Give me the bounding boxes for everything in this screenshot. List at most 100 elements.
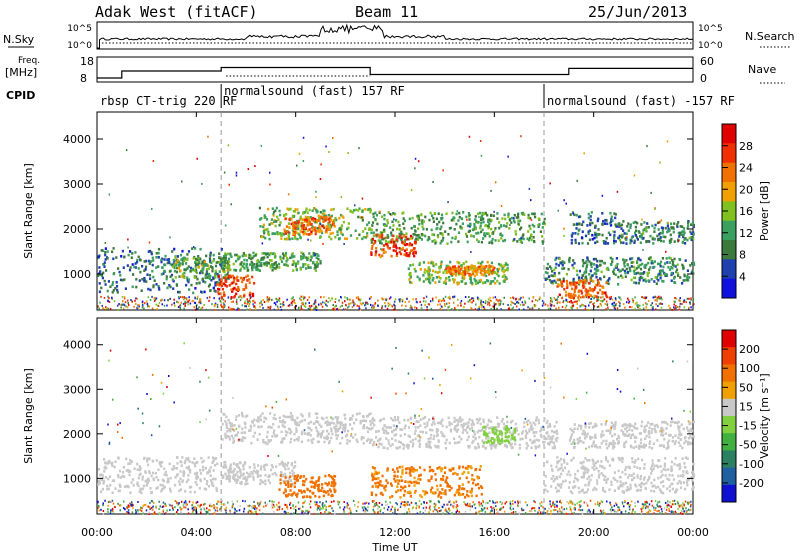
power-cell bbox=[505, 225, 508, 228]
power-cell bbox=[456, 282, 459, 286]
power-speckle bbox=[347, 152, 349, 155]
power-cell bbox=[217, 260, 220, 264]
velocity-speckle bbox=[140, 509, 143, 512]
power-cell bbox=[479, 271, 482, 275]
power-cell bbox=[370, 228, 373, 232]
power-speckle bbox=[482, 301, 485, 304]
power-cell bbox=[274, 261, 278, 264]
power-cell bbox=[358, 207, 361, 210]
power-speckle bbox=[247, 168, 250, 170]
power-cell bbox=[492, 268, 495, 271]
power-speckle bbox=[639, 304, 641, 307]
power-speckle bbox=[359, 302, 362, 305]
power-speckle bbox=[611, 302, 614, 305]
velocity-speckle bbox=[490, 506, 492, 508]
power-cell bbox=[342, 220, 345, 224]
power-cell bbox=[681, 230, 684, 233]
power-speckle bbox=[149, 299, 152, 301]
power-cell bbox=[632, 269, 635, 273]
power-cell bbox=[301, 224, 304, 228]
power-cell bbox=[248, 256, 251, 260]
velocity-speckle bbox=[686, 501, 689, 504]
power-speckle bbox=[315, 190, 317, 193]
velocity-speckle bbox=[554, 506, 556, 509]
power-cell bbox=[433, 212, 437, 215]
power-cell bbox=[318, 230, 321, 234]
power-speckle bbox=[123, 304, 126, 307]
velocity-speckle bbox=[362, 509, 365, 512]
power-cell bbox=[310, 223, 313, 226]
power-cell bbox=[283, 237, 286, 241]
power-cell bbox=[599, 263, 602, 267]
power-speckle bbox=[197, 307, 199, 310]
power-speckle bbox=[167, 299, 169, 302]
velocity-cell bbox=[145, 484, 148, 487]
velocity-cell bbox=[125, 469, 128, 472]
power-speckle bbox=[189, 302, 192, 305]
power-cell bbox=[666, 230, 669, 234]
velocity-cell bbox=[180, 460, 183, 464]
power-speckle bbox=[406, 298, 408, 300]
power-cell bbox=[107, 280, 110, 283]
power-cell bbox=[276, 232, 279, 236]
power-cell bbox=[143, 269, 146, 272]
power-speckle bbox=[246, 302, 248, 305]
power-cell bbox=[410, 226, 413, 230]
velocity-cell bbox=[174, 483, 177, 487]
power-cell bbox=[623, 264, 626, 268]
power-cell bbox=[155, 252, 158, 255]
power-speckle bbox=[634, 307, 636, 310]
power-cell bbox=[603, 275, 606, 279]
power-cell bbox=[630, 239, 633, 243]
power-cell bbox=[621, 276, 624, 279]
velocity-speckle bbox=[428, 507, 431, 510]
velocity-speckle bbox=[422, 512, 425, 515]
power-cell bbox=[176, 259, 179, 262]
power-speckle bbox=[558, 306, 560, 309]
power-cell bbox=[151, 256, 154, 260]
power-cell bbox=[498, 282, 501, 285]
power-speckle bbox=[654, 295, 656, 298]
power-cell bbox=[527, 213, 530, 217]
power-cell bbox=[471, 266, 474, 270]
power-cell bbox=[299, 266, 302, 270]
power-speckle bbox=[415, 307, 418, 310]
power-speckle bbox=[274, 301, 276, 304]
power-speckle bbox=[320, 296, 322, 299]
velocity-speckle bbox=[378, 505, 381, 508]
power-speckle bbox=[320, 303, 323, 306]
velocity-speckle bbox=[455, 506, 458, 509]
power-cell bbox=[209, 259, 212, 262]
power-speckle bbox=[113, 300, 116, 303]
power-cell bbox=[376, 233, 379, 236]
power-cell bbox=[623, 232, 626, 235]
power-cell bbox=[403, 253, 406, 256]
velocity-cell bbox=[204, 488, 208, 491]
power-cell bbox=[278, 223, 281, 227]
velocity-speckle bbox=[233, 512, 236, 515]
power-speckle bbox=[460, 304, 462, 307]
velocity-speckle bbox=[303, 501, 305, 504]
power-cell bbox=[390, 231, 393, 234]
velocity-speckle bbox=[548, 507, 550, 510]
power-speckle bbox=[241, 296, 243, 299]
power-speckle bbox=[252, 303, 254, 306]
power-cell bbox=[115, 256, 118, 259]
velocity-speckle bbox=[379, 508, 382, 511]
power-cell bbox=[589, 294, 592, 297]
power-cell bbox=[465, 232, 468, 236]
velocity-cell bbox=[187, 467, 190, 471]
power-cell bbox=[589, 276, 592, 279]
power-cell bbox=[291, 252, 294, 255]
velocity-speckle bbox=[474, 507, 477, 510]
power-speckle bbox=[151, 307, 154, 310]
velocity-speckle bbox=[408, 503, 411, 506]
velocity-speckle bbox=[424, 509, 427, 512]
power-cell bbox=[141, 264, 144, 268]
power-speckle bbox=[541, 299, 544, 302]
power-speckle bbox=[287, 304, 290, 307]
velocity-speckle bbox=[669, 501, 671, 504]
power-cell bbox=[261, 235, 264, 239]
power-cell bbox=[223, 256, 226, 260]
power-cell bbox=[435, 240, 438, 244]
